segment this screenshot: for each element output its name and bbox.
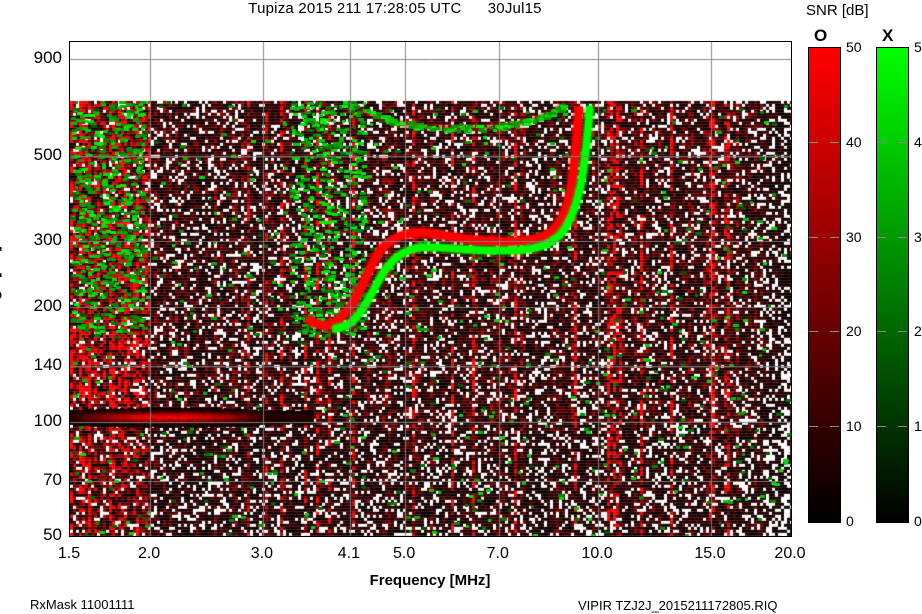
colorbar-tick-0: 0 (914, 513, 922, 529)
colorbar-panel: SNR [dB] O X 50 40 30 20 10 0 50 40 30 20 10 0 (800, 0, 922, 560)
x-tick-10.0: 10.0 (581, 545, 613, 562)
colorbar-tick-50: 50 (846, 39, 862, 55)
colorbar-tick-10: 10 (914, 418, 922, 435)
colorbar-tickmark (830, 236, 839, 238)
x-tick-2.0: 2.0 (137, 545, 161, 562)
ionogram-canvas (70, 42, 791, 536)
colorbar-tickmark (877, 331, 886, 333)
colorbar-tick-50: 50 (914, 39, 922, 55)
colorbar-mode-o-label: O (814, 26, 828, 45)
x-axis-label: Frequency [MHz] (369, 572, 491, 589)
colorbar-tick-30: 30 (846, 228, 862, 245)
file-stamp-label: VIPIR TZJ2J_2015211172805.RIQ (578, 598, 778, 613)
y-tick-50: 50 (43, 525, 62, 544)
colorbar-tickmark (898, 141, 907, 143)
colorbar-tick-20: 20 (846, 323, 862, 340)
colorbar-tickmark (898, 236, 907, 238)
y-tick-70: 70 (43, 469, 62, 489)
colorbar-tickmark (877, 236, 886, 238)
colorbar-tickmark (809, 236, 818, 238)
colorbar-tickmark (830, 141, 839, 143)
rxmask-label: RxMask 11001111 (30, 597, 135, 612)
x-tick-3.0: 3.0 (250, 545, 274, 562)
y-tick-100: 100 (33, 410, 62, 430)
colorbar-tickmark (898, 426, 907, 428)
x-tick-7.0: 7.0 (486, 545, 509, 562)
y-tick-300: 300 (33, 229, 62, 249)
colorbar-tickmark (877, 141, 886, 143)
x-tick-20.0: 20.0 (774, 545, 806, 562)
ionogram-plot (69, 41, 792, 537)
colorbar-mode-x-label: X (882, 26, 894, 45)
colorbar-tickmark (809, 141, 818, 143)
x-tick-5.0: 5.0 (393, 545, 416, 562)
y-tick-140: 140 (33, 355, 62, 375)
colorbar-tickmark (809, 426, 818, 428)
colorbar-title: SNR [dB] (806, 2, 869, 19)
y-tick-200: 200 (33, 296, 62, 316)
x-tick-15.0: 15.0 (694, 545, 726, 562)
colorbar-tick-10: 10 (846, 418, 862, 435)
y-tick-900: 900 (33, 48, 62, 68)
page-title: Tupiza 2015 211 17:28:05 UTC 30Jul15 (248, 0, 542, 17)
colorbar-x-mode (876, 47, 909, 523)
colorbar-tickmark (877, 426, 886, 428)
x-tick-1.5: 1.5 (57, 545, 81, 562)
colorbar-tickmark (830, 426, 839, 428)
y-axis-label: Range [km] (0, 246, 3, 328)
colorbar-tick-40: 40 (846, 133, 862, 150)
x-tick-4.1: 4.1 (337, 545, 360, 562)
colorbar-o-mode (808, 47, 841, 523)
colorbar-tick-40: 40 (914, 133, 922, 150)
colorbar-tickmark (830, 331, 839, 333)
y-tick-500: 500 (33, 145, 62, 165)
colorbar-tick-0: 0 (846, 513, 854, 529)
colorbar-tick-20: 20 (914, 323, 922, 340)
colorbar-tick-30: 30 (914, 228, 922, 245)
colorbar-tickmark (898, 331, 907, 333)
colorbar-tickmark (809, 331, 818, 333)
